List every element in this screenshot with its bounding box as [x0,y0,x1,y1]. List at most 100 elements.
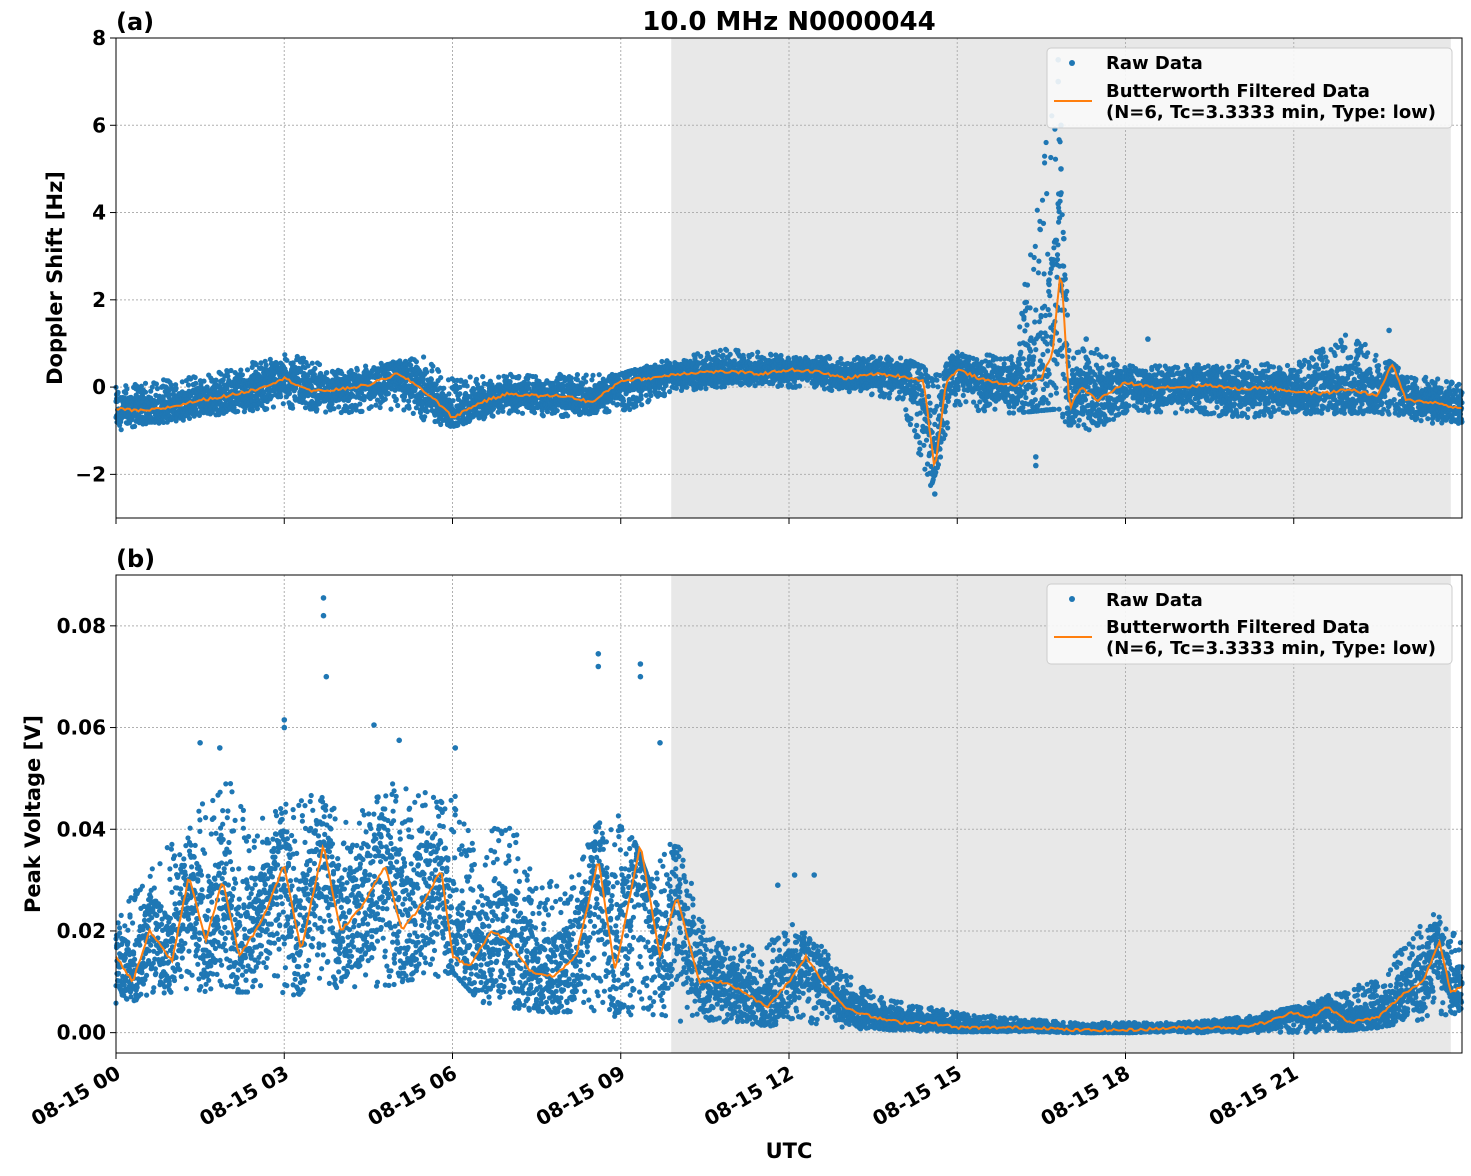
raw-data-point [590,373,595,378]
raw-data-point [520,411,525,416]
raw-data-point [606,409,611,414]
raw-data-point [931,383,936,388]
raw-data-point [359,409,364,414]
raw-data-point [698,354,703,359]
raw-data-point [422,414,427,419]
raw-data-point [235,409,240,414]
raw-data-point [407,406,412,411]
raw-data-point [271,404,276,409]
raw-data-point [424,370,429,375]
raw-data-point [310,361,315,366]
raw-data-point [496,375,501,380]
raw-data-point [362,397,367,402]
raw-data-point [154,381,159,386]
raw-data-point [589,377,594,382]
raw-data-point [201,379,206,384]
raw-data-point [639,396,644,401]
raw-data-point [933,470,938,475]
raw-data-point [245,367,250,372]
raw-data-point [516,374,521,379]
raw-data-point [769,353,774,358]
raw-data-point [945,425,950,430]
raw-data-point [569,375,574,380]
raw-data-point [406,399,411,404]
raw-data-point [659,359,664,364]
raw-data-point [282,352,287,357]
raw-data-point [871,355,876,360]
raw-data-point [662,391,667,396]
raw-data-point [281,401,286,406]
raw-data-point [755,350,760,355]
raw-data-point [425,409,430,414]
raw-data-point [324,370,329,375]
raw-data-point [457,391,462,396]
raw-data-point [186,382,191,387]
raw-data-point [915,392,920,397]
raw-data-point [749,352,754,357]
raw-data-point [436,369,441,374]
raw-data-point [714,385,719,390]
raw-data-point [703,386,708,391]
raw-data-point [648,393,653,398]
raw-data-point [430,364,435,369]
raw-data-point [963,399,968,404]
raw-data-point [355,368,360,373]
raw-data-point [474,377,479,382]
raw-data-point [918,452,923,457]
raw-data-point [438,375,443,380]
raw-data-point [924,438,929,443]
raw-data-point [357,401,362,406]
raw-data-point [515,409,520,414]
raw-data-point [667,389,672,394]
raw-data-point [639,402,644,407]
raw-data-point [565,413,570,418]
raw-data-point [480,374,485,379]
raw-data-point [945,420,950,425]
raw-data-point [912,428,917,433]
raw-data-point [583,379,588,384]
raw-data-point [779,383,784,388]
raw-data-point [187,416,192,421]
raw-data-point [917,384,922,389]
raw-data-point [827,356,832,361]
raw-data-point [943,432,948,437]
raw-data-point [908,422,913,427]
raw-data-point [728,352,733,357]
raw-data-point [490,414,495,419]
raw-data-point [225,374,230,379]
raw-data-point [597,372,602,377]
raw-data-point [921,443,926,448]
raw-data-point [132,424,137,429]
raw-data-point [916,434,921,439]
raw-data-point [778,353,783,358]
raw-data-point [317,362,322,367]
raw-data-point [914,423,919,428]
raw-data-point [255,406,260,411]
raw-data-point [898,355,903,360]
raw-data-point [193,375,198,380]
raw-data-point [174,386,179,391]
raw-data-point [928,401,933,406]
raw-data-point [584,373,589,378]
raw-data-point [264,363,269,368]
raw-data-point [926,384,931,389]
raw-data-point [290,406,295,411]
raw-data-point [213,378,218,383]
raw-data-point [143,390,148,395]
raw-data-point [797,383,802,388]
raw-data-point [468,374,473,379]
raw-data-point [938,454,943,459]
raw-data-point [575,372,580,377]
raw-data-point [378,405,383,410]
raw-data-point [386,391,391,396]
raw-data-point [331,406,336,411]
raw-data-point [555,408,560,413]
raw-data-point [934,404,939,409]
raw-data-point [143,381,148,386]
raw-data-point [429,368,434,373]
raw-data-point [946,399,951,404]
raw-data-point [508,379,513,384]
raw-data-point [917,447,922,452]
